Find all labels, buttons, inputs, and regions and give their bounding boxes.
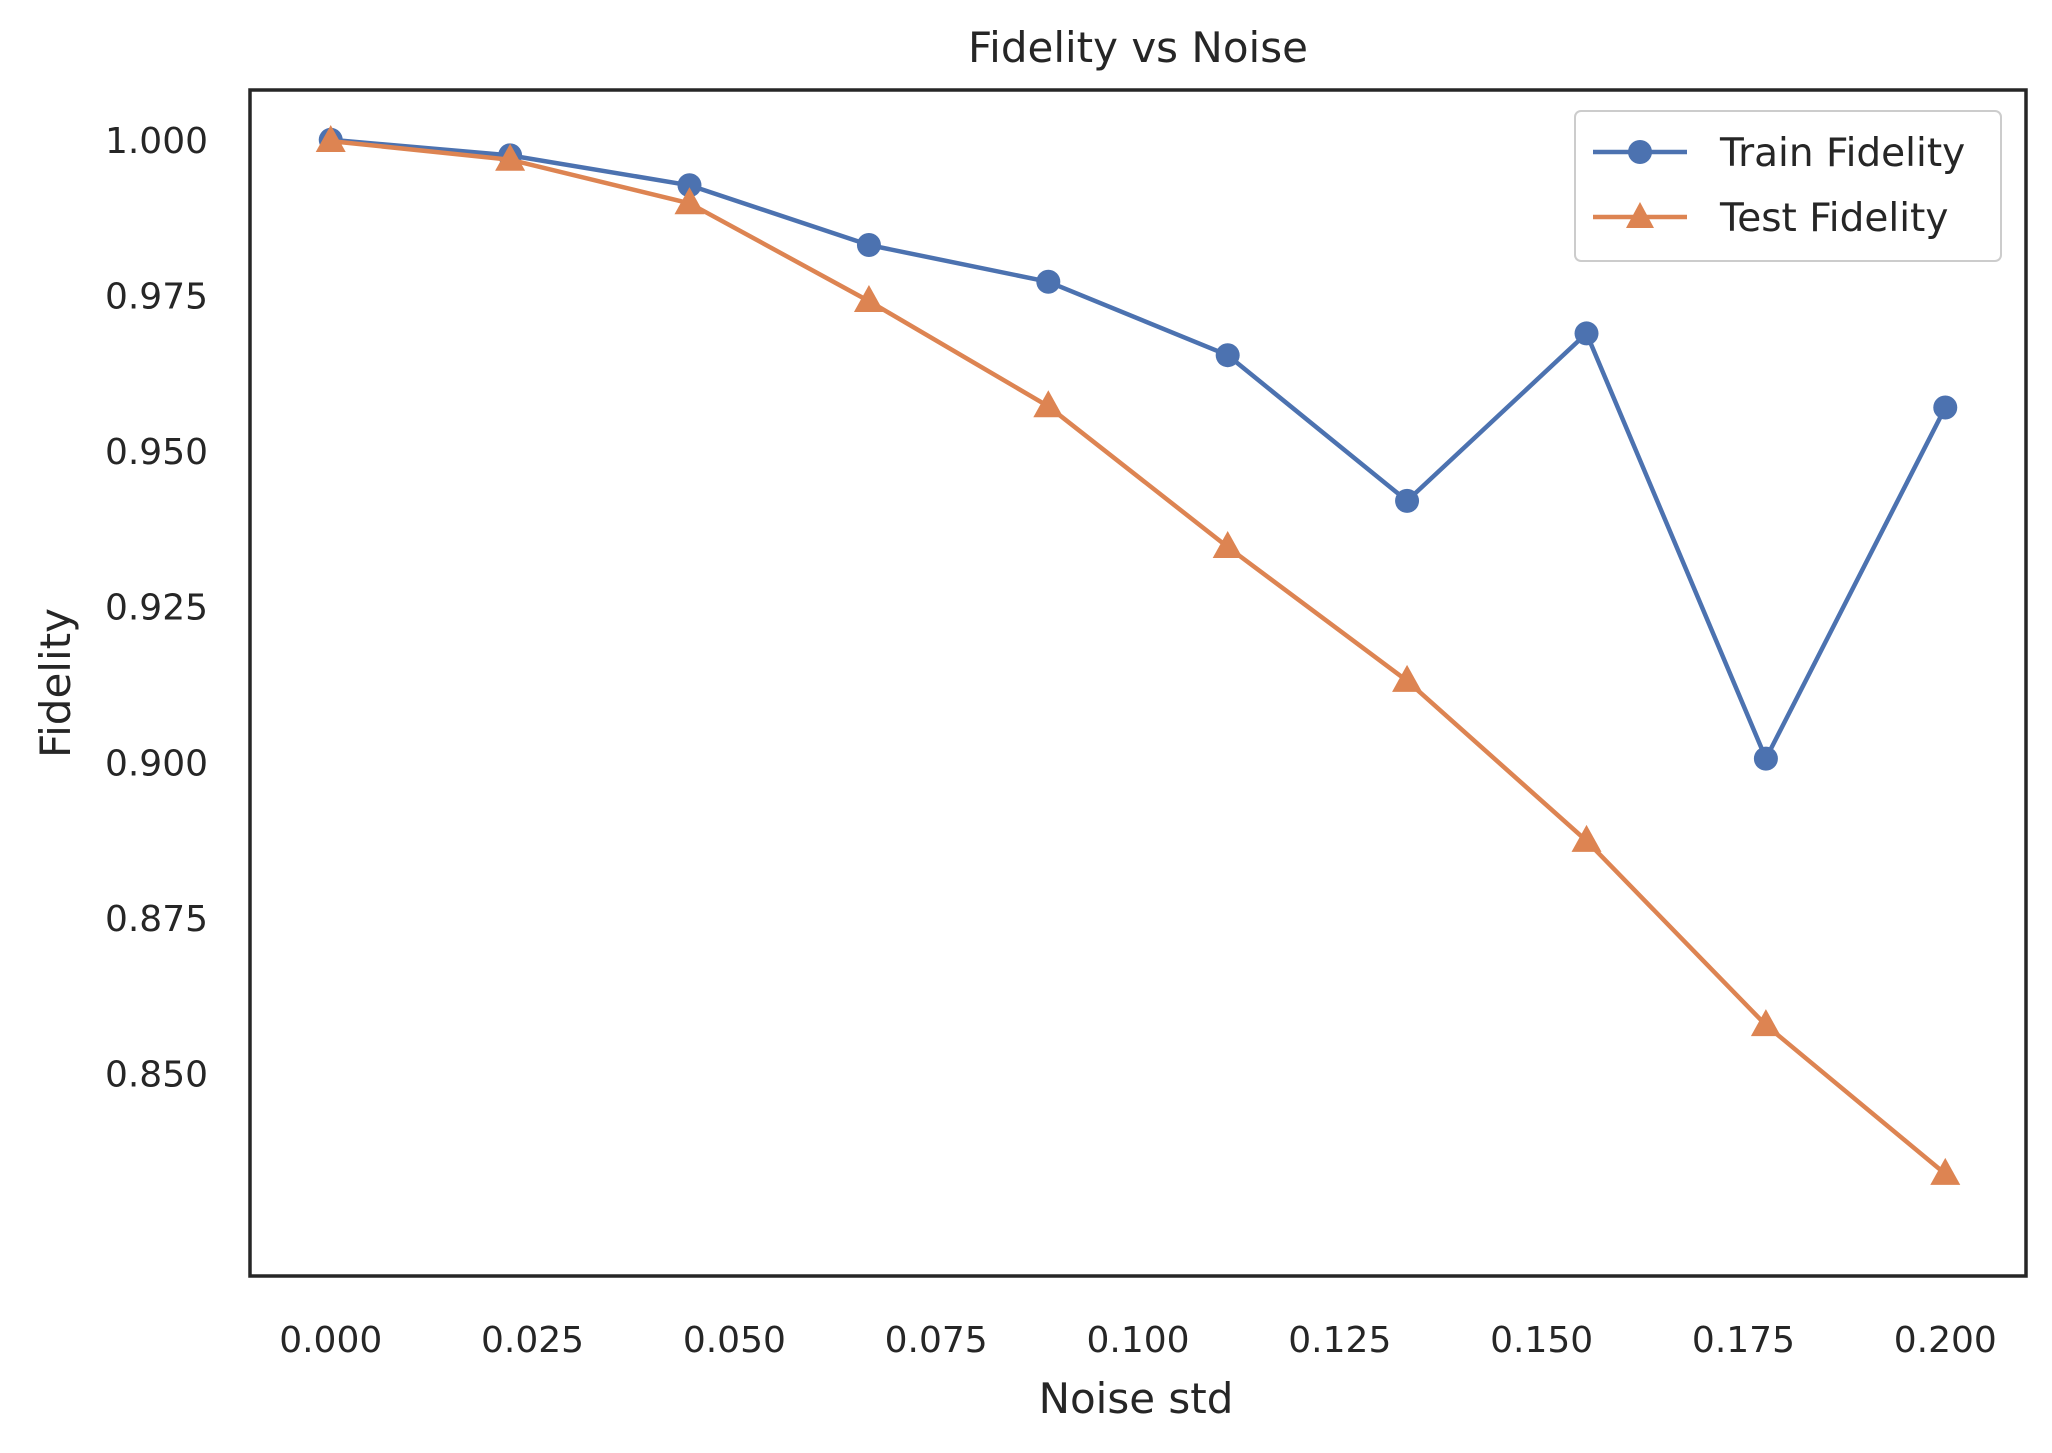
plot-frame xyxy=(248,88,2028,1278)
x-tick-label: 0.075 xyxy=(885,1320,988,1361)
test-data-point xyxy=(1212,530,1243,558)
y-tick-label: 0.900 xyxy=(105,743,208,784)
test-data-point xyxy=(674,187,705,215)
plot-series xyxy=(315,125,1961,1185)
test-data-point xyxy=(1571,824,1602,852)
test-data-point xyxy=(853,285,884,313)
x-axis-label: Noise std xyxy=(1039,1374,1234,1423)
test-data-point xyxy=(1033,390,1064,418)
legend-train-label: Train Fidelity xyxy=(1719,131,1965,176)
x-tick-label: 0.100 xyxy=(1086,1320,1189,1361)
y-tick-label: 1.000 xyxy=(105,121,208,162)
train-data-point xyxy=(677,173,702,198)
x-tick-label: 0.050 xyxy=(683,1320,786,1361)
chart-title: Fidelity vs Noise xyxy=(968,23,1308,72)
y-axis-ticks: 0.850 0.875 0.900 0.925 0.950 0.975 1.000 xyxy=(105,121,208,1096)
train-data-point xyxy=(1574,321,1599,346)
legend-train-marker xyxy=(1628,140,1652,164)
train-data-point xyxy=(1395,488,1420,513)
train-series-line xyxy=(328,137,1948,761)
legend: Train Fidelity Test Fidelity xyxy=(1574,110,2002,262)
test-data-point xyxy=(1930,1157,1961,1185)
x-tick-label: 0.025 xyxy=(481,1320,584,1361)
y-tick-label: 0.850 xyxy=(105,1055,208,1096)
train-data-point xyxy=(1215,343,1240,368)
legend-test-label: Test Fidelity xyxy=(1719,196,1948,241)
test-data-point xyxy=(1392,664,1423,692)
x-tick-label: 0.175 xyxy=(1692,1320,1795,1361)
x-axis-ticks: 0.000 0.025 0.050 0.075 0.100 0.125 0.150 0.175… xyxy=(279,1320,1997,1361)
y-tick-label: 0.875 xyxy=(105,899,208,940)
test-data-point xyxy=(1750,1009,1781,1037)
x-tick-label: 0.150 xyxy=(1490,1320,1593,1361)
legend-box xyxy=(1574,110,2002,262)
legend-test-marker xyxy=(1626,202,1654,228)
y-axis-label: Fidelity xyxy=(31,608,80,758)
test-series-line xyxy=(328,138,1948,1177)
train-data-point xyxy=(1036,269,1061,294)
test-data-point xyxy=(315,125,346,153)
y-tick-label: 0.925 xyxy=(105,588,208,629)
test-data-point xyxy=(495,143,526,171)
train-data-point xyxy=(1933,395,1958,420)
x-tick-label: 0.125 xyxy=(1288,1320,1391,1361)
train-data-point xyxy=(1753,746,1778,771)
train-data-point xyxy=(856,233,881,258)
y-tick-label: 0.950 xyxy=(105,432,208,473)
x-tick-label: 0.000 xyxy=(279,1320,382,1361)
x-tick-label: 0.200 xyxy=(1894,1320,1997,1361)
y-tick-label: 0.975 xyxy=(105,276,208,317)
